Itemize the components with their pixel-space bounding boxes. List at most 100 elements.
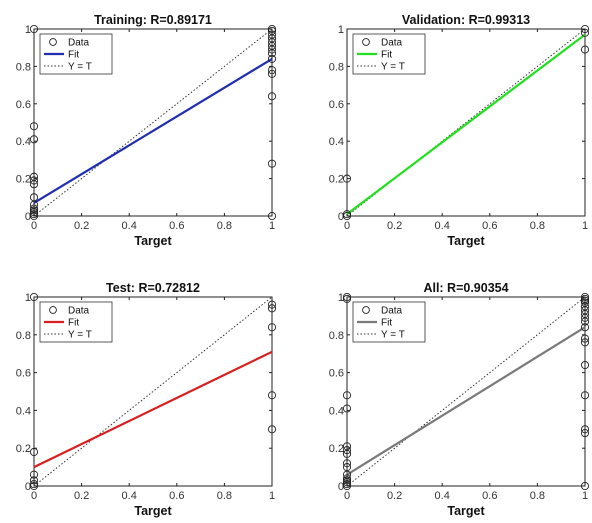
data-point <box>29 180 39 189</box>
data-point <box>342 449 352 458</box>
data-point <box>580 391 590 400</box>
data-point <box>580 429 590 438</box>
y-tick-label: 0 <box>338 211 344 223</box>
x-axis-label: Target <box>447 234 485 248</box>
data-point <box>580 338 590 347</box>
data-point <box>267 323 277 332</box>
y-tick-label: 0.8 <box>16 330 31 342</box>
identity-line <box>346 296 586 487</box>
x-tick-label: 0.6 <box>482 490 497 502</box>
x-tick-label: 0.8 <box>530 490 545 502</box>
data-point <box>267 66 277 75</box>
data-point <box>580 360 590 370</box>
x-tick-label: 0 <box>31 490 37 502</box>
chart-panel: Validation: R=0.99313 0 0.2 0.4 0.6 0.8 1 0 0.2 0… <box>329 13 590 248</box>
y-tick-label: 0.2 <box>329 443 344 455</box>
chart-panel: Test: R=0.72812 0 0.2 0.4 0.6 0.8 1 0 0.2 0.4 0.6 0… <box>16 281 277 518</box>
x-tick-label: 0.8 <box>530 220 545 232</box>
data-point <box>29 208 39 217</box>
data-point <box>29 176 39 185</box>
data-point <box>580 317 590 326</box>
data-point <box>342 391 352 400</box>
x-tick-label: 0 <box>344 220 350 232</box>
chart-panel: Training: R=0.89171 0 0.2 0.4 0.6 0.8 1 0 0.2 0.4… <box>16 13 277 248</box>
data-point <box>29 24 39 34</box>
identity-line <box>33 296 273 487</box>
data-point <box>267 45 277 54</box>
legend-data-marker <box>49 306 57 314</box>
legend-label-identity: Y = T <box>381 62 405 73</box>
data-point <box>267 54 277 63</box>
data-point <box>580 323 590 332</box>
fit-line <box>33 57 273 204</box>
data-point <box>267 24 277 34</box>
legend-label-identity: Y = T <box>68 62 92 73</box>
x-tick-label: 0 <box>31 220 37 232</box>
chart-panel: All: R=0.90354 0 0.2 0.4 0.6 0.8 1 0 0.2 0.4 0.6 0.… <box>329 281 590 518</box>
data-point <box>267 159 277 168</box>
x-tick-label: 0.2 <box>74 220 89 232</box>
data-point <box>580 425 590 434</box>
legend-label-fit: Fit <box>68 50 79 61</box>
y-tick-label: 0 <box>25 481 31 493</box>
x-tick-label: 0.8 <box>217 490 232 502</box>
fit-line <box>33 350 273 469</box>
data-point <box>342 476 352 485</box>
y-tick-label: 0.6 <box>16 368 31 380</box>
x-tick-label: 1 <box>582 220 588 232</box>
data-point <box>29 447 39 457</box>
data-point <box>29 135 39 144</box>
y-tick-label: 0 <box>338 481 344 493</box>
x-tick-label: 0.4 <box>435 220 450 232</box>
data-point <box>267 425 277 434</box>
data-point <box>29 476 39 485</box>
y-tick-label: 0.4 <box>16 405 31 417</box>
fit-line <box>346 326 586 476</box>
data-point <box>580 334 590 343</box>
data-point <box>29 470 39 479</box>
x-tick-label: 0.6 <box>482 220 497 232</box>
y-tick-label: 1 <box>338 292 344 304</box>
data-point <box>342 174 352 183</box>
chart-title: Validation: R=0.99313 <box>402 13 530 27</box>
data-point <box>29 481 39 491</box>
data-point <box>342 481 352 491</box>
x-tick-label: 0.4 <box>122 490 137 502</box>
data-point <box>342 446 352 455</box>
legend-label-data: Data <box>68 38 90 49</box>
x-axis-label: Target <box>134 234 172 248</box>
data-point <box>29 292 39 302</box>
legend-label-data: Data <box>381 306 403 317</box>
legend-label-identity: Y = T <box>381 330 405 341</box>
data-point <box>29 211 39 221</box>
x-tick-label: 0 <box>344 490 350 502</box>
chart-title: Training: R=0.89171 <box>94 13 212 27</box>
x-tick-label: 0.2 <box>74 490 89 502</box>
x-tick-label: 0.6 <box>169 490 184 502</box>
legend-data-marker <box>362 306 370 314</box>
data-point <box>267 391 277 400</box>
y-tick-label: 0.4 <box>329 405 344 417</box>
y-tick-label: 1 <box>25 24 31 36</box>
legend-label-data: Data <box>68 306 90 317</box>
y-tick-label: 0.8 <box>329 61 344 73</box>
data-point <box>267 211 277 221</box>
legend-label-data: Data <box>381 38 403 49</box>
x-tick-label: 0.8 <box>217 220 232 232</box>
data-point <box>267 49 277 58</box>
chart-title: All: R=0.90354 <box>423 281 508 295</box>
legend-box <box>39 33 113 75</box>
x-tick-label: 0.6 <box>169 220 184 232</box>
x-tick-label: 1 <box>582 490 588 502</box>
data-point <box>580 45 590 54</box>
data-point <box>342 404 352 413</box>
data-point <box>29 480 39 489</box>
y-tick-label: 1 <box>338 24 344 36</box>
data-point <box>580 24 590 34</box>
x-tick-label: 1 <box>269 490 275 502</box>
data-point <box>29 210 39 219</box>
